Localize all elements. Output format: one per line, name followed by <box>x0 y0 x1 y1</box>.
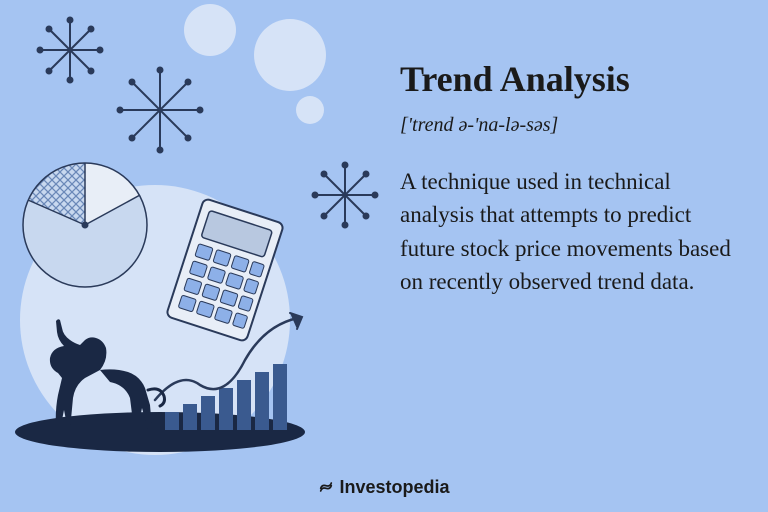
pie-chart-icon <box>23 163 147 287</box>
term-title: Trend Analysis <box>400 58 740 100</box>
circle-decor <box>184 4 236 56</box>
circle-decor <box>254 19 326 91</box>
definition-block: Trend Analysis ['trend ə-'na-lə-səs] A t… <box>400 58 740 298</box>
brand-label: Investopedia <box>318 477 449 498</box>
definition-text: A technique used in technical analysis t… <box>400 165 740 298</box>
pronunciation-text: ['trend ə-'na-lə-səs] <box>400 114 740 137</box>
star-icon <box>313 163 378 228</box>
star-icon <box>38 18 103 83</box>
brand-text: Investopedia <box>339 477 449 498</box>
star-icon <box>118 68 203 153</box>
footer: Investopedia <box>0 477 768 501</box>
circle-decor <box>296 96 324 124</box>
illustration-panel <box>0 0 380 470</box>
brand-logo-icon <box>318 479 334 495</box>
